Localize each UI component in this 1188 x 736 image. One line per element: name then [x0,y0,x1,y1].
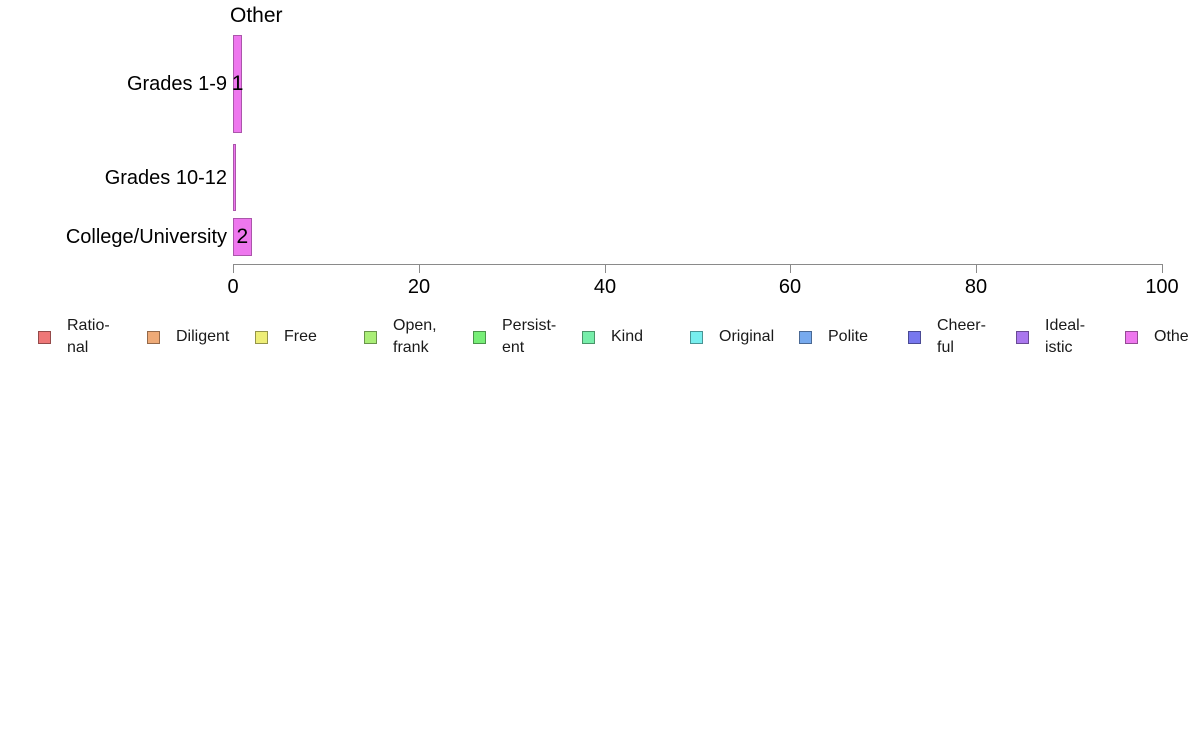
legend-swatch-free [255,330,268,344]
legend-swatch-original [690,330,703,344]
legend-item-label: Cheer- ful [937,317,986,356]
x-axis-tick-mark [419,264,420,273]
legend-item-diligent[interactable]: Diligent [147,314,229,360]
legend-item-label: Ratio- nal [67,317,110,356]
legend-item-label: Original [719,328,775,345]
legend-item-kind[interactable]: Kind [582,314,643,360]
legend-swatch-open-frank [364,330,377,344]
legend-item-label: Polite [828,328,869,345]
x-axis-tick-label-60: 60 [778,276,802,298]
x-axis-tick-label-20: 20 [407,276,431,298]
bar-other-grades-10-12[interactable] [233,144,236,211]
y-category-label-college-university: College/University [65,226,227,248]
legend-swatch-idealistic [1016,330,1029,344]
legend-item-label: Kind [611,328,644,345]
legend-item-label: Ideal- istic [1045,317,1086,356]
legend-item-rational[interactable]: Ratio- nal [38,314,110,360]
x-axis-tick-label-100: 100 [1145,276,1179,298]
legend-item-label: Diligent [176,328,230,345]
legend-swatch-diligent [147,330,160,344]
y-category-label-grades-1-9: Grades 1-9 [126,73,227,95]
x-axis-tick-mark [605,264,606,273]
legend-item-persistent[interactable]: Persist- ent [473,314,556,360]
x-axis-tick-mark [790,264,791,273]
legend-item-label: Free [284,328,317,345]
legend-swatch-rational [38,330,51,344]
x-axis-tick-mark [976,264,977,273]
legend-swatch-kind [582,330,595,344]
x-axis-line [233,264,1163,265]
chart-panel-title: Other [230,4,283,27]
legend-item-idealistic[interactable]: Ideal- istic [1016,314,1085,360]
bar-other-college-university[interactable] [233,218,252,256]
legend-item-cheerful[interactable]: Cheer- ful [908,314,986,360]
legend-item-polite[interactable]: Polite [799,314,868,360]
bar-other-grades-1-9[interactable] [233,35,243,133]
legend-item-original[interactable]: Original [690,314,774,360]
x-axis-tick-label-40: 40 [593,276,617,298]
legend-item-label: Persist- ent [502,317,557,356]
x-axis-tick-mark [1162,264,1163,273]
legend-item-open-frank[interactable]: Open, frank [364,314,437,360]
legend-swatch-other [1125,330,1138,344]
legend-swatch-persistent [473,330,486,344]
x-axis-tick-label-80: 80 [964,276,988,298]
legend-item-free[interactable]: Free [255,314,317,360]
legend-item-other[interactable]: Other [1125,314,1188,360]
legend-item-label: Open, frank [393,317,437,356]
y-category-label-grades-10-12: Grades 10-12 [104,166,227,189]
x-axis-tick-label-0: 0 [227,276,239,298]
x-axis-tick-mark [233,264,234,273]
legend-swatch-cheerful [908,330,921,344]
legend-item-label: Other [1154,328,1188,345]
legend-swatch-polite [799,330,812,344]
